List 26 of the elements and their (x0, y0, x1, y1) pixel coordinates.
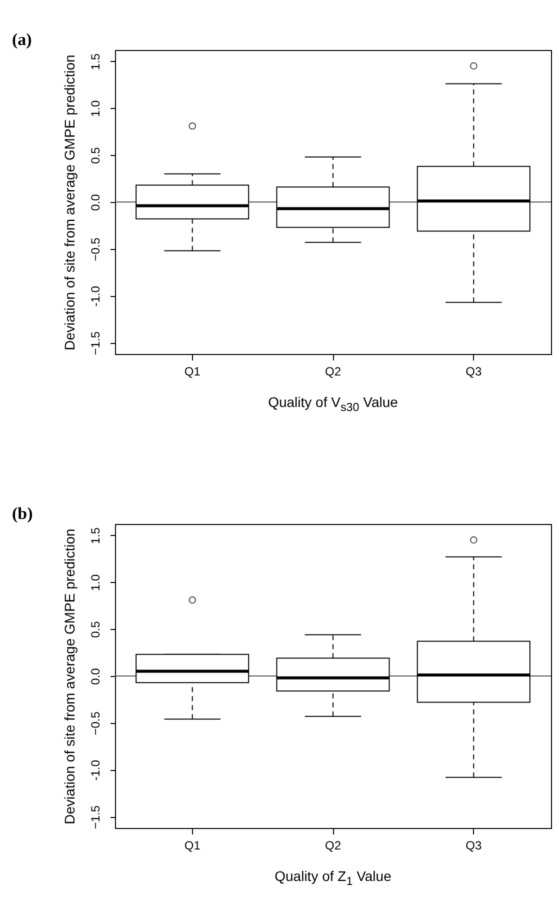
x-tick-label: Q2 (324, 364, 342, 378)
y-tick-label: -1.0 (88, 286, 102, 307)
y-tick-label: 1.0 (88, 100, 102, 118)
y-tick-label: 0.5 (88, 620, 102, 638)
y-tick-label: 0.0 (88, 194, 102, 211)
y-axis-title: Deviation of site from average GMPE prediction (62, 54, 78, 350)
y-tick-label: −0.5 (88, 237, 102, 262)
x-axis-title: Quality of V$_{s30}$ Value (267, 394, 399, 414)
y-tick-label: −0.5 (88, 711, 102, 736)
y-tick-label: 1.5 (88, 53, 102, 70)
x-axis-title: Quality of Z$_{1}$ Value (274, 868, 392, 888)
x-tick-label: Q2 (324, 838, 342, 852)
y-tick-label: 0.5 (88, 146, 102, 164)
x-tick-label: Q1 (184, 364, 201, 378)
chart-title: (b) (12, 504, 33, 524)
y-tick-label: 1.5 (88, 526, 102, 544)
chart-title: (a) (12, 30, 32, 50)
x-tick-label: Q3 (466, 838, 482, 852)
y-tick-label: −1.5 (88, 804, 102, 829)
x-tick-label: Q3 (466, 364, 482, 378)
y-tick-label: 1.0 (88, 574, 102, 591)
y-tick-label: −1.5 (88, 331, 102, 356)
y-tick-label: 0.0 (88, 668, 102, 685)
x-tick-label: Q1 (184, 838, 201, 852)
y-tick-label: -1.0 (88, 759, 102, 780)
y-axis-title: Deviation of site from average GMPE prediction (62, 528, 78, 824)
